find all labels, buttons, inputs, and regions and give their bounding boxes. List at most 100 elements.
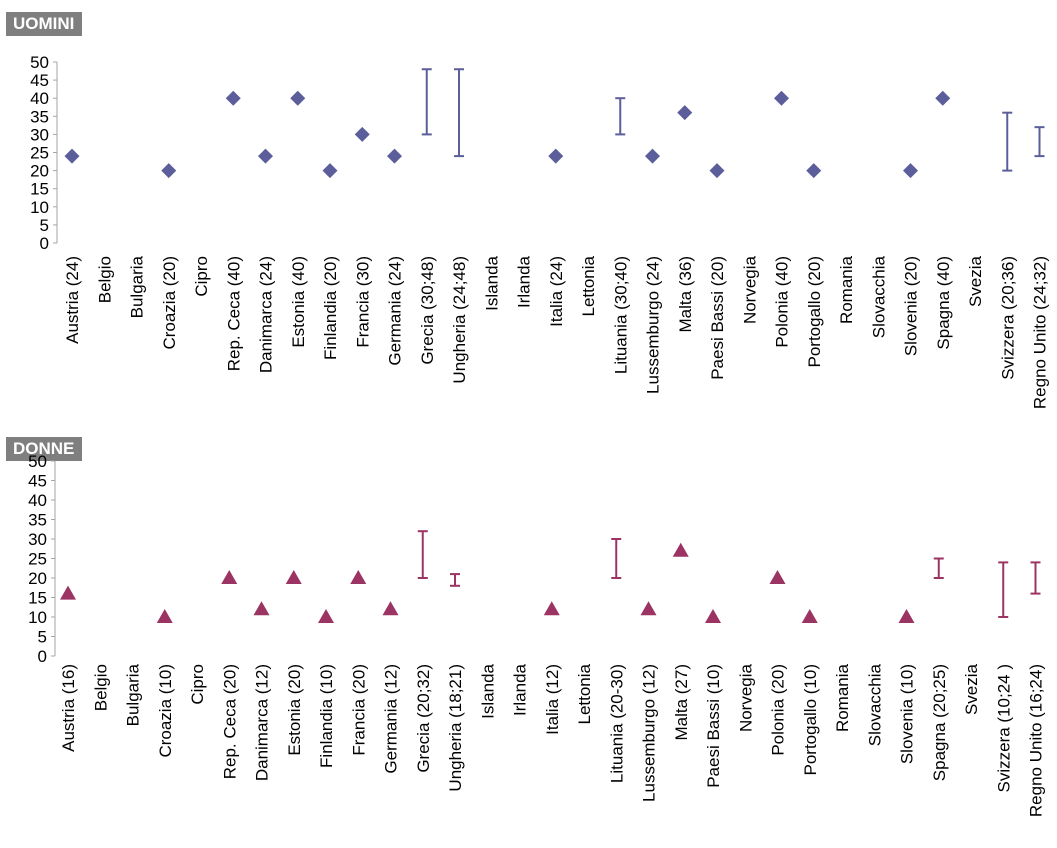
men-point-marker [903,163,918,179]
women-category-label: Regno Unito (16;24) [1027,664,1046,817]
women-point-marker [801,609,818,623]
men-category-label: Grecia (30;48) [418,256,437,365]
women-category-label: Romania [833,663,852,732]
men-category-label: Cipro [192,256,211,297]
men-category-label: Romania [837,255,856,324]
men-category-label: Croazia (20) [160,256,179,350]
women-category-label: Slovacchia [865,663,884,746]
women-category-label: Grecia (20;32) [414,664,433,773]
women-category-label: Croazia (10) [156,664,175,758]
women-point-marker [350,570,367,584]
men-category-label: Bulgaria [128,255,147,318]
men-category-label: Finlandia (20) [321,256,340,360]
men-category-label: Regno Unito (24;32) [1031,256,1050,409]
men-y-tick-label: 25 [30,144,49,163]
women-point-marker [253,601,270,616]
women-y-tick-label: 20 [28,569,47,588]
men-y-tick-label: 30 [30,125,49,144]
women-category-label: Francia (20) [349,664,368,756]
women-category-label: Finlandia (10) [317,664,336,768]
men-category-label: Lettonia [579,255,598,316]
men-y-tick-label: 45 [30,71,49,90]
women-category-label: Estonia (20) [285,664,304,756]
men-point-marker [290,90,306,106]
women-category-label: Lettonia [575,663,594,724]
women-category-label: Svizzera (10;24 ) [994,664,1013,793]
women-category-label: Danimarca (12) [253,664,272,781]
women-point-marker [672,542,689,557]
men-point-marker [225,90,241,106]
women-y-tick-label: 35 [28,511,47,530]
women-point-marker [221,570,238,584]
women-category-label: Islanda [478,663,497,718]
women-point-marker [318,609,334,623]
men-point-marker [806,163,822,179]
men-category-label: Paesi Bassi (20) [708,256,727,380]
men-point-marker [645,148,660,164]
men-category-label: Malta (36) [676,256,695,333]
men-category-label: Ungheria (24;48) [450,256,469,384]
men-category-label: Irlanda [515,255,534,308]
men-y-tick-label: 40 [30,89,49,108]
women-category-label: Norvegia [736,663,755,732]
men-point-marker [548,148,564,164]
women-point-marker [705,609,721,623]
women-category-label: Austria (16) [59,664,78,752]
men-y-tick-label: 15 [30,180,49,199]
women-panel-title: DONNE [6,437,83,461]
women-y-tick-label: 5 [38,628,47,647]
women-category-label: Lussemburgo (12) [640,664,659,802]
women-category-label: Ungheria (18;21) [446,664,465,792]
women-category-label: Germania (12) [382,664,401,774]
men-point-marker [64,148,80,164]
women-point-marker [769,570,786,584]
women-category-label: Slovenia (10) [898,664,917,764]
women-category-label: Malta (27) [672,664,691,741]
men-y-tick-label: 35 [30,107,49,126]
men-category-label: Spagna (40) [934,256,953,350]
women-category-label: Paesi Bassi (10) [704,664,723,788]
men-category-label: Austria (24) [63,256,82,344]
women-category-label: Portogallo (10) [801,664,820,776]
men-point-marker [258,148,273,164]
men-y-tick-label: 10 [30,198,49,217]
women-point-marker [382,601,399,616]
men-category-label: Rep. Ceca (40) [224,256,243,371]
men-category-label: Lituania (30;40) [611,256,630,374]
women-category-label: Rep. Ceca (20) [220,664,239,779]
men-category-label: Islanda [482,255,501,310]
women-point-marker [60,585,76,600]
men-point-marker [709,163,725,179]
women-y-tick-label: 25 [28,550,47,569]
women-category-label: Spagna (20;25) [930,664,949,781]
women-point-marker [640,601,657,616]
men-point-marker [354,126,370,142]
men-category-label: Lussemburgo (24) [644,256,663,394]
women-y-tick-label: 10 [28,608,47,627]
women-y-tick-label: 50 [28,452,47,471]
women-y-tick-label: 45 [28,472,47,491]
men-point-marker [161,163,177,179]
women-category-label: Lituania (20-30) [607,664,626,783]
men-y-tick-label: 20 [30,162,49,181]
women-category-label: Bulgaria [124,663,143,726]
men-y-tick-label: 5 [40,216,49,235]
women-y-tick-label: 15 [28,589,47,608]
men-category-label: Belgio [95,256,114,303]
men-point-marker [322,163,338,179]
women-y-tick-label: 40 [28,491,47,510]
men-category-label: Svezia [966,255,985,307]
women-category-label: Irlanda [511,663,530,716]
women-category-label: Italia (12) [543,664,562,735]
women-point-marker [285,570,302,584]
women-point-marker [543,601,560,616]
women-y-tick-label: 0 [38,647,47,666]
men-category-label: Danimarca (24) [257,256,276,373]
women-y-tick-label: 30 [28,530,47,549]
men-point-marker [387,148,402,164]
men-category-label: Italia (24) [547,256,566,327]
men-point-marker [935,90,951,106]
men-category-label: Slovenia (20) [902,256,921,356]
women-category-label: Polonia (20) [769,664,788,756]
